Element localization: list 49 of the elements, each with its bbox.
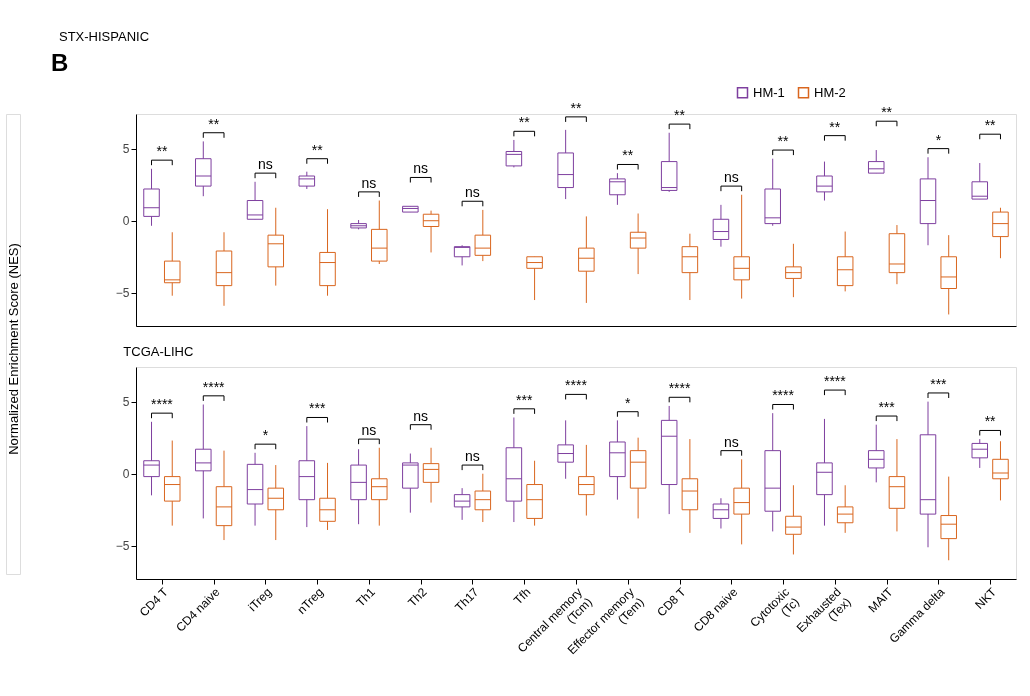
annotation: ** <box>829 118 841 135</box>
annotation: ns <box>413 160 429 177</box>
y-tick-label: 5 <box>122 142 130 157</box>
chart-title: STX-HISPANIC <box>59 29 150 44</box>
annotation: * <box>935 131 942 148</box>
annotation: ns <box>723 169 739 186</box>
annotation: **** <box>565 377 588 394</box>
annotation: ** <box>984 117 997 134</box>
annotation: *** <box>878 399 896 416</box>
annotation: ns <box>465 184 480 201</box>
x-tick-label: Th1 <box>353 584 379 610</box>
annotation: *** <box>930 375 948 392</box>
annotation: ns <box>361 422 377 439</box>
annotation: ** <box>777 133 790 150</box>
annotation: ** <box>311 141 324 158</box>
annotation: ** <box>208 115 220 132</box>
annotation: ns <box>361 174 377 191</box>
x-tick-label: Th2 <box>405 584 430 610</box>
annotation: **** <box>772 387 795 404</box>
chart-title: TCGA-LIHC <box>123 344 194 359</box>
y-tick-label: 0 <box>122 467 130 482</box>
annotation: *** <box>516 391 533 408</box>
annotation: ns <box>258 156 273 173</box>
annotation: ns <box>723 433 739 450</box>
annotation: **** <box>202 378 226 395</box>
y-tick-label: 5 <box>122 395 130 410</box>
x-tick-label: Tfh <box>511 585 534 608</box>
annotation: ** <box>570 99 582 116</box>
y-tick-label: −5 <box>115 539 130 554</box>
annotation: * <box>625 394 632 411</box>
annotation: ** <box>518 114 531 131</box>
annotation: **** <box>668 380 691 397</box>
annotation: ** <box>881 104 893 121</box>
y-axis-title: Normalized Enrichment Score (NES) <box>6 243 21 455</box>
annotation: **** <box>823 373 847 390</box>
annotation: ** <box>984 413 997 430</box>
annotation: ns <box>465 448 480 465</box>
annotation: * <box>262 427 269 444</box>
annotation: ns <box>413 407 429 424</box>
text: B <box>51 49 69 76</box>
annotation: ** <box>674 107 686 124</box>
legend-label: HM-1 <box>753 84 785 100</box>
annotation: ** <box>156 143 168 160</box>
legend-label: HM-2 <box>814 84 846 100</box>
annotation: ** <box>622 147 634 164</box>
annotation: **** <box>150 396 174 413</box>
annotation: *** <box>309 400 326 417</box>
y-tick-label: −5 <box>115 286 130 301</box>
y-tick-label: 0 <box>122 214 130 229</box>
